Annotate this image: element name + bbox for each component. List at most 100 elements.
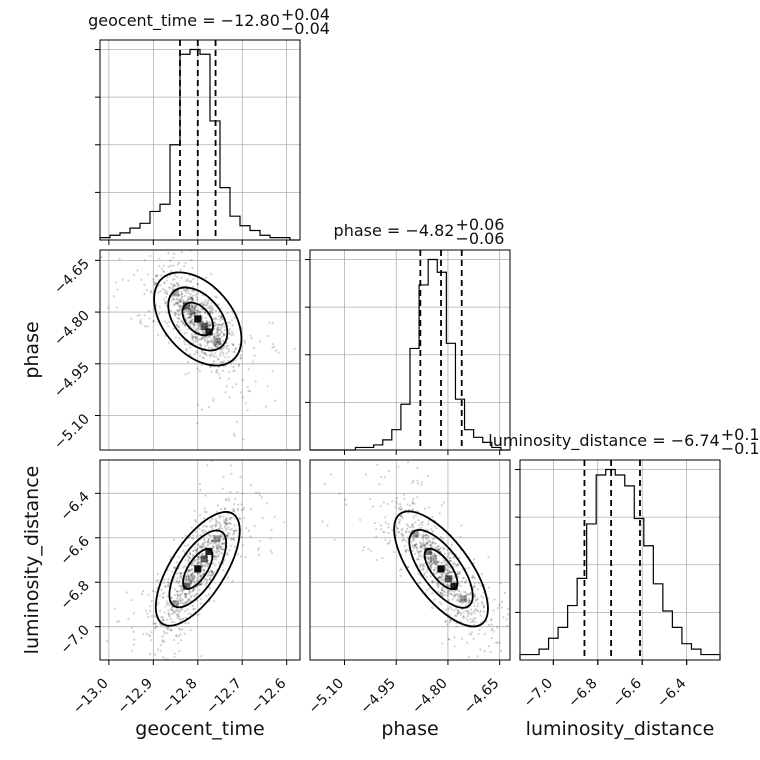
sample-point xyxy=(202,572,206,575)
sample-point xyxy=(189,590,192,594)
sample-point xyxy=(417,555,420,558)
sample-point xyxy=(400,529,403,532)
sample-point xyxy=(209,324,212,328)
sample-point xyxy=(379,386,381,388)
sample-point xyxy=(92,273,94,275)
sample-point xyxy=(175,597,178,600)
sample-point xyxy=(220,533,223,536)
sample-point xyxy=(179,313,182,316)
sample-point xyxy=(230,362,233,365)
sample-point xyxy=(161,596,165,599)
sample-point xyxy=(566,658,568,660)
panel-content xyxy=(92,250,300,450)
sample-point xyxy=(230,528,233,531)
sample-point xyxy=(107,306,110,309)
sample-point xyxy=(364,473,368,476)
sample-point xyxy=(212,397,215,400)
sample-point xyxy=(219,316,222,319)
sample-point xyxy=(189,293,192,296)
sample-point xyxy=(241,492,244,495)
sample-point xyxy=(242,438,245,441)
sample-point xyxy=(404,550,408,553)
sample-point xyxy=(474,607,477,611)
sample-point xyxy=(495,746,497,748)
sample-point xyxy=(200,598,203,601)
sample-point xyxy=(472,623,476,626)
sample-point xyxy=(408,525,411,529)
sample-point xyxy=(198,588,201,592)
sample-point xyxy=(204,510,207,513)
sample-point xyxy=(450,592,453,595)
sample-point xyxy=(228,332,231,335)
sample-point xyxy=(201,336,205,339)
sample-point xyxy=(181,320,184,323)
sample-point xyxy=(449,571,452,574)
sample-point xyxy=(215,341,218,344)
sample-point xyxy=(180,601,183,605)
sample-point xyxy=(193,574,196,577)
sample-point xyxy=(213,525,217,528)
sample-point xyxy=(479,648,482,651)
sample-point xyxy=(189,346,192,349)
sample-point xyxy=(442,501,445,504)
sample-point xyxy=(177,590,181,593)
sample-point xyxy=(407,461,410,464)
sample-point xyxy=(500,600,503,603)
sample-point xyxy=(496,641,499,644)
sample-point xyxy=(418,533,421,536)
sample-point xyxy=(201,320,205,323)
sample-point xyxy=(191,305,194,308)
sample-point xyxy=(414,543,417,546)
sample-point xyxy=(214,370,218,373)
sample-point xyxy=(189,312,192,315)
sample-point xyxy=(175,298,179,301)
sample-point xyxy=(412,480,415,483)
sample-point xyxy=(152,278,155,281)
sample-point xyxy=(120,673,122,675)
sample-point xyxy=(191,568,194,571)
sample-point xyxy=(458,594,461,598)
sample-point xyxy=(442,580,445,583)
sample-point xyxy=(464,581,467,584)
sample-point xyxy=(197,323,200,326)
sample-point xyxy=(425,542,428,545)
sample-point xyxy=(202,529,206,532)
sample-point xyxy=(207,336,210,339)
sample-point xyxy=(232,343,235,347)
sample-point xyxy=(247,529,250,532)
sample-point xyxy=(191,298,194,301)
sample-point xyxy=(192,325,195,328)
sample-point xyxy=(204,353,208,356)
sample-point xyxy=(211,544,214,548)
sample-point xyxy=(213,332,217,335)
sample-point xyxy=(382,388,384,390)
sample-point xyxy=(186,279,190,283)
sample-point xyxy=(198,324,201,328)
sample-point xyxy=(199,310,202,313)
sample-point xyxy=(159,609,162,612)
sample-point xyxy=(228,332,231,335)
sample-point xyxy=(204,299,207,302)
sample-point xyxy=(228,549,231,552)
sample-point xyxy=(403,497,406,500)
sample-point xyxy=(160,616,163,619)
sample-point xyxy=(178,584,181,588)
scatter-panel-geocent_time-vs-phase xyxy=(92,249,301,451)
sample-point xyxy=(211,341,215,345)
title-upper-error: +0.06 xyxy=(455,215,504,234)
sample-point xyxy=(465,617,468,620)
sample-point xyxy=(411,529,414,532)
sample-point xyxy=(174,312,177,315)
sample-point xyxy=(437,576,440,579)
sample-point xyxy=(504,735,506,737)
sample-point xyxy=(443,559,446,562)
sample-point xyxy=(179,299,183,303)
sample-point xyxy=(132,630,135,633)
sample-point xyxy=(193,582,196,585)
sample-point xyxy=(220,324,223,328)
sample-point xyxy=(207,299,210,302)
sample-point xyxy=(215,520,218,523)
sample-point xyxy=(197,556,200,559)
sample-point xyxy=(476,605,479,608)
sample-point xyxy=(213,321,216,324)
